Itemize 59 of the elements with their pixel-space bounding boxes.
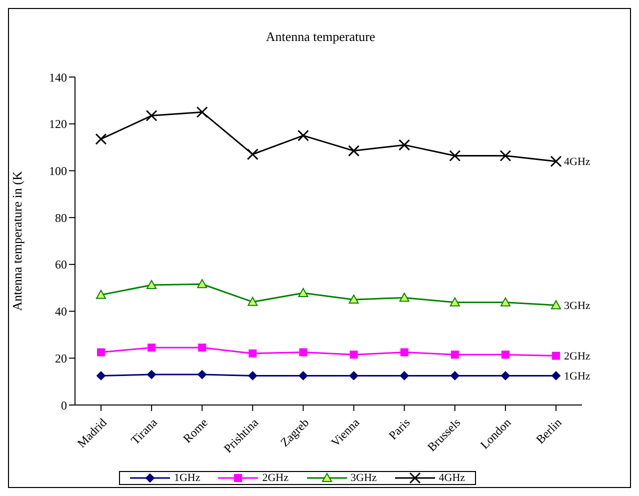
legend-label: 4GHz bbox=[438, 472, 466, 484]
point bbox=[350, 350, 358, 359]
point bbox=[398, 139, 410, 151]
y-tick-label: 40 bbox=[55, 304, 67, 319]
annotation: 4GHz bbox=[564, 156, 590, 168]
point bbox=[246, 148, 258, 160]
point bbox=[299, 348, 308, 356]
y-tick-label: 140 bbox=[49, 70, 67, 84]
point bbox=[400, 348, 408, 356]
point bbox=[298, 371, 308, 380]
legend-label: 2GHz bbox=[261, 472, 288, 484]
point bbox=[551, 300, 561, 310]
point bbox=[550, 156, 562, 168]
point bbox=[500, 371, 510, 380]
point bbox=[399, 292, 410, 302]
point bbox=[146, 110, 158, 122]
point bbox=[248, 296, 258, 306]
point bbox=[97, 348, 105, 356]
point bbox=[196, 106, 208, 118]
y-tick-label: 80 bbox=[55, 210, 67, 225]
point bbox=[96, 290, 106, 299]
point bbox=[500, 150, 512, 162]
point bbox=[348, 145, 360, 157]
point bbox=[148, 344, 156, 352]
point bbox=[95, 133, 107, 145]
point bbox=[450, 350, 459, 359]
x-tick-label: Paris bbox=[386, 415, 413, 442]
legend-label: 1GHz bbox=[172, 472, 200, 484]
point bbox=[146, 280, 157, 290]
point bbox=[348, 294, 359, 304]
point bbox=[552, 371, 560, 380]
point bbox=[449, 150, 461, 162]
chart-title: Antenna temperature bbox=[264, 29, 376, 45]
y-tick-label: 0 bbox=[61, 398, 67, 412]
y-tick-label: 120 bbox=[49, 117, 67, 132]
annotation: 2GHz bbox=[564, 350, 590, 363]
point bbox=[198, 370, 207, 380]
y-axis-title: Antenna temperature in (K bbox=[10, 170, 25, 311]
annotation: 3GHz bbox=[564, 300, 590, 312]
point bbox=[500, 297, 510, 306]
point bbox=[248, 371, 258, 380]
point bbox=[96, 371, 106, 380]
annotation: 1GHz bbox=[564, 370, 590, 383]
point bbox=[552, 352, 560, 360]
y-tick-label: 60 bbox=[55, 258, 67, 272]
point bbox=[501, 350, 510, 359]
point bbox=[297, 130, 309, 142]
point bbox=[198, 344, 206, 352]
y-tick-label: 20 bbox=[55, 351, 67, 366]
point bbox=[450, 297, 460, 306]
point bbox=[248, 349, 257, 358]
point bbox=[197, 279, 208, 288]
point bbox=[298, 288, 308, 298]
y-tick-label: 100 bbox=[49, 164, 67, 178]
point bbox=[349, 371, 358, 380]
point bbox=[450, 371, 460, 380]
point bbox=[400, 371, 409, 380]
legend-label: 3GHz bbox=[350, 472, 377, 484]
point bbox=[147, 370, 156, 380]
